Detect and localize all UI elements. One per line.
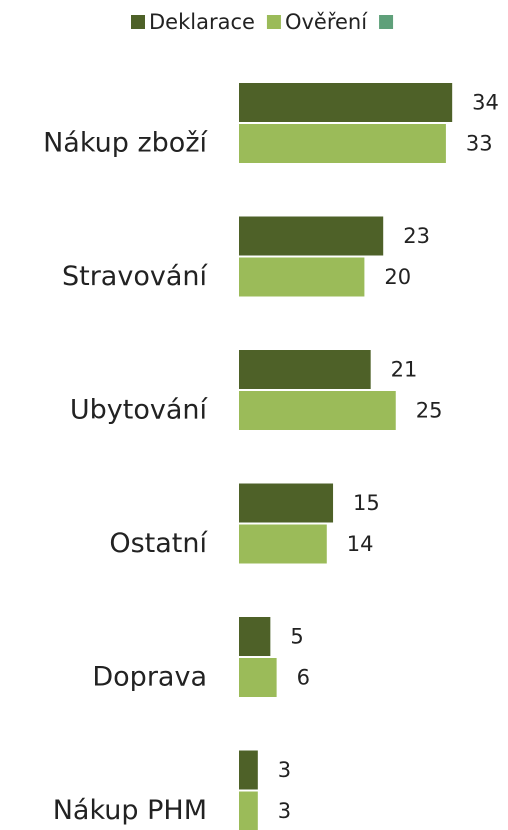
bar	[239, 524, 327, 564]
bar	[239, 350, 371, 389]
category-label: Stravování	[62, 261, 209, 292]
value-label: 5	[290, 625, 303, 649]
bar	[239, 83, 453, 122]
bar	[239, 391, 396, 430]
value-label: 23	[403, 224, 430, 248]
category-label: Ubytování	[70, 395, 209, 426]
category-label: Doprava	[92, 662, 207, 693]
value-label: 14	[347, 532, 374, 556]
value-label: 6	[297, 666, 310, 690]
legend-swatch	[379, 15, 394, 29]
category-label: Nákup PHM	[53, 795, 207, 826]
category-label: Ostatní	[109, 528, 208, 559]
bar	[239, 483, 334, 523]
value-label: 33	[466, 132, 493, 156]
value-label: 20	[384, 265, 411, 289]
value-label: 3	[278, 758, 291, 782]
value-label: 25	[416, 399, 443, 423]
bar	[239, 658, 277, 697]
bar	[239, 216, 384, 256]
value-label: 15	[353, 491, 380, 515]
bar	[239, 124, 446, 163]
category-label: Nákup zboží	[43, 128, 208, 159]
legend-label: Ověření	[285, 10, 368, 34]
bar	[239, 617, 271, 656]
value-label: 21	[391, 358, 418, 382]
bar	[239, 257, 365, 297]
bar	[239, 791, 258, 830]
value-label: 34	[472, 91, 499, 115]
bar	[239, 750, 258, 790]
legend-label: Deklarace	[149, 10, 255, 34]
legend-swatch	[131, 15, 145, 29]
value-label: 3	[278, 799, 291, 823]
legend-swatch	[266, 15, 281, 29]
